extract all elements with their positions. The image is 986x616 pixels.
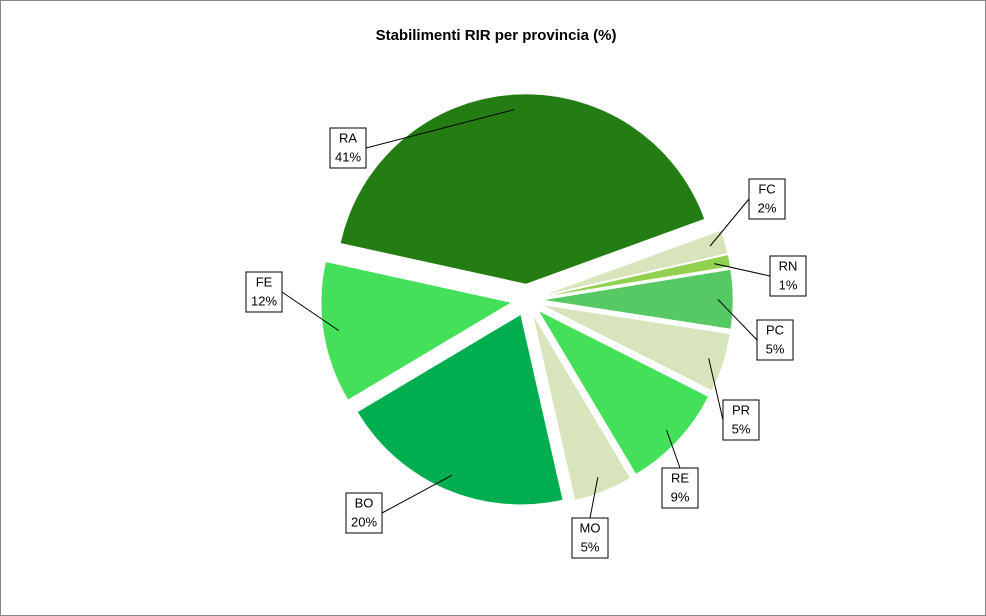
leader-line: [708, 358, 724, 421]
label-box: [756, 319, 794, 361]
leader-line: [666, 429, 681, 469]
leader-line: [589, 477, 599, 519]
leader-line: [365, 109, 515, 149]
slice-label: MO: [580, 520, 601, 535]
value-label: 20%: [351, 514, 377, 529]
leader-line: [381, 474, 453, 514]
leader-line: [709, 198, 750, 247]
pie-slice: [532, 314, 631, 501]
value-label: 41%: [335, 149, 361, 164]
slice-label: FE: [256, 274, 273, 289]
slice-label: RA: [339, 130, 357, 145]
pie-slice: [542, 304, 731, 391]
value-label: 2%: [758, 200, 777, 215]
value-label: 5%: [581, 539, 600, 554]
slice-label: PC: [766, 322, 784, 337]
pie-slice: [542, 269, 734, 330]
pie-slice: [538, 310, 709, 475]
label-box: [571, 517, 609, 559]
leader-line: [714, 263, 771, 277]
pie-slice: [542, 254, 731, 298]
label-box: [722, 399, 760, 441]
slice-label: RE: [671, 470, 689, 485]
label-box: [769, 255, 807, 297]
slice-label: FC: [758, 181, 775, 196]
value-label: 5%: [766, 341, 785, 356]
leader-line: [717, 298, 758, 341]
value-label: 5%: [732, 421, 751, 436]
leader-line: [281, 291, 339, 331]
pie-slice: [357, 314, 564, 505]
value-label: 9%: [671, 489, 690, 504]
slice-label: PR: [732, 402, 750, 417]
value-label: 1%: [779, 277, 798, 292]
pie-slice: [320, 261, 512, 401]
slice-label: RN: [779, 258, 798, 273]
slice-label: BO: [355, 495, 374, 510]
label-box: [245, 271, 283, 313]
value-label: 12%: [251, 293, 277, 308]
label-box: [329, 127, 367, 169]
pie-slice: [340, 93, 705, 285]
pie-slice: [542, 230, 728, 296]
chart-title: Stabilimenti RIR per provincia (%): [376, 27, 617, 44]
label-box: [748, 178, 786, 220]
label-box: [661, 467, 699, 509]
label-box: [345, 492, 383, 534]
